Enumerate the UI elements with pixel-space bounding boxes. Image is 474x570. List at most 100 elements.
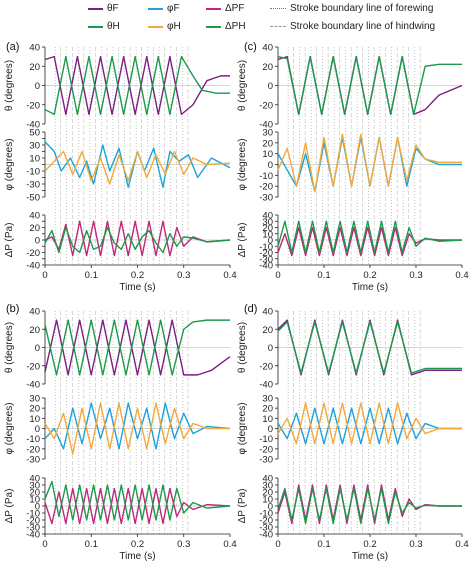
y-tick-label: 20	[262, 325, 273, 336]
y-tick-label: -30	[26, 455, 40, 466]
x-axis-label: Time (s)	[119, 551, 155, 562]
panel-label: (a)	[6, 41, 19, 53]
x-tick-label: 0.2	[131, 539, 144, 550]
x-tick-label: 0.4	[223, 539, 236, 550]
panel-label: (c)	[244, 41, 257, 53]
y-tick-label: -50	[26, 193, 40, 204]
legend-stroke-hind: Stroke boundary line of hindwing	[270, 21, 435, 32]
x-tick-label: 0.3	[409, 270, 422, 281]
y-tick-label: 30	[262, 481, 273, 492]
y-tick-label: -40	[259, 120, 273, 131]
y-axis-label: ΔP (Pa)	[4, 489, 15, 524]
y-tick-label: 40	[262, 307, 273, 318]
legend-theta-hind: θH	[88, 21, 120, 32]
y-tick-label: 0	[268, 160, 273, 171]
legend-dp-hind: ΔPH	[206, 21, 246, 32]
panel-label: (b)	[6, 303, 19, 315]
y-tick-label: 20	[29, 488, 40, 499]
y-tick-label: -20	[26, 248, 40, 259]
series-phi_H	[44, 150, 231, 185]
x-tick-label: 0.2	[363, 539, 376, 550]
y-tick-label: -20	[259, 516, 273, 527]
y-tick-label: -40	[259, 380, 273, 391]
y-tick-label: -10	[259, 509, 273, 520]
series-dP_F	[277, 226, 462, 257]
legend-label-phi-fore: φF	[167, 3, 180, 14]
y-axis-label: θ (degrees)	[4, 322, 15, 373]
y-tick-label: -20	[259, 361, 273, 372]
series-theta_H	[277, 321, 462, 374]
y-tick-label: -20	[259, 182, 273, 193]
y-tick-label: 20	[262, 404, 273, 415]
y-tick-label: 20	[29, 62, 40, 73]
y-tick-label: 10	[29, 414, 40, 425]
y-tick-label: 0	[35, 502, 40, 513]
y-tick-label: -30	[26, 523, 40, 534]
legend: θF θH φF φH ΔPF ΔPH Stroke boundary line…	[0, 0, 474, 40]
x-tick-label: 0	[275, 270, 280, 281]
y-tick-label: -20	[26, 516, 40, 527]
x-tick-label: 0	[42, 539, 47, 550]
y-tick-label: 40	[29, 474, 40, 485]
legend-swatch-dp-hind	[206, 25, 221, 28]
y-axis-label: φ (degrees)	[237, 402, 248, 454]
y-tick-label: -40	[26, 120, 40, 131]
x-tick-label: 0.3	[177, 270, 190, 281]
x-tick-label: 0.2	[131, 270, 144, 281]
y-tick-label: 20	[29, 325, 40, 336]
legend-swatch-stroke-hind	[270, 26, 286, 27]
series-phi_H	[277, 402, 462, 445]
y-tick-label: 10	[29, 154, 40, 165]
x-axis-label: Time (s)	[119, 282, 155, 293]
legend-phi-hind: φH	[148, 21, 181, 32]
y-tick-label: -10	[259, 434, 273, 445]
legend-swatch-dp-fore	[206, 7, 221, 10]
y-axis-label: ΔP (Pa)	[237, 489, 248, 524]
y-tick-label: -30	[26, 180, 40, 191]
y-tick-label: 40	[262, 211, 273, 222]
y-axis-label: φ (degrees)	[4, 402, 15, 454]
y-tick-label: -20	[259, 248, 273, 259]
y-tick-label: 0	[268, 81, 273, 92]
y-tick-label: 10	[262, 149, 273, 160]
x-tick-label: 0.1	[317, 270, 330, 281]
legend-stroke-fore: Stroke boundary line of forewing	[270, 3, 433, 14]
series-dP_H	[44, 226, 231, 254]
x-tick-label: 0.3	[409, 539, 422, 550]
series-dP_F	[277, 484, 462, 525]
y-tick-label: -10	[26, 167, 40, 178]
legend-swatch-theta-fore	[88, 7, 103, 10]
series-dP_F	[44, 220, 231, 257]
y-tick-label: 10	[262, 414, 273, 425]
y-tick-label: 20	[262, 138, 273, 149]
y-tick-label: -40	[26, 380, 40, 391]
legend-theta-fore: θF	[88, 3, 119, 14]
y-axis-label: θ (degrees)	[237, 322, 248, 373]
y-tick-label: -40	[259, 261, 273, 272]
series-theta_F	[44, 55, 230, 116]
y-tick-label: 40	[29, 211, 40, 222]
y-tick-label: -10	[26, 434, 40, 445]
y-tick-label: 0	[35, 424, 40, 435]
legend-phi-fore: φF	[148, 3, 180, 14]
y-axis-label: φ (degrees)	[237, 138, 248, 190]
y-tick-label: 40	[262, 474, 273, 485]
y-tick-label: -10	[259, 242, 273, 253]
y-tick-label: 20	[262, 488, 273, 499]
series-theta_H	[44, 319, 230, 376]
x-tick-label: 0	[42, 270, 47, 281]
y-tick-label: -40	[26, 261, 40, 272]
x-axis-label: Time (s)	[352, 282, 388, 293]
y-tick-label: 10	[262, 229, 273, 240]
y-tick-label: 40	[29, 43, 40, 54]
y-tick-label: -20	[26, 444, 40, 455]
x-tick-label: 0.2	[363, 270, 376, 281]
y-tick-label: -10	[259, 171, 273, 182]
y-tick-label: 30	[29, 394, 40, 405]
y-tick-label: 50	[29, 128, 40, 139]
series-dP_H	[44, 480, 231, 521]
y-tick-label: 10	[29, 495, 40, 506]
series-dP_H	[277, 487, 462, 525]
x-tick-label: 0.3	[177, 539, 190, 550]
legend-label-theta-hind: θH	[107, 21, 120, 32]
